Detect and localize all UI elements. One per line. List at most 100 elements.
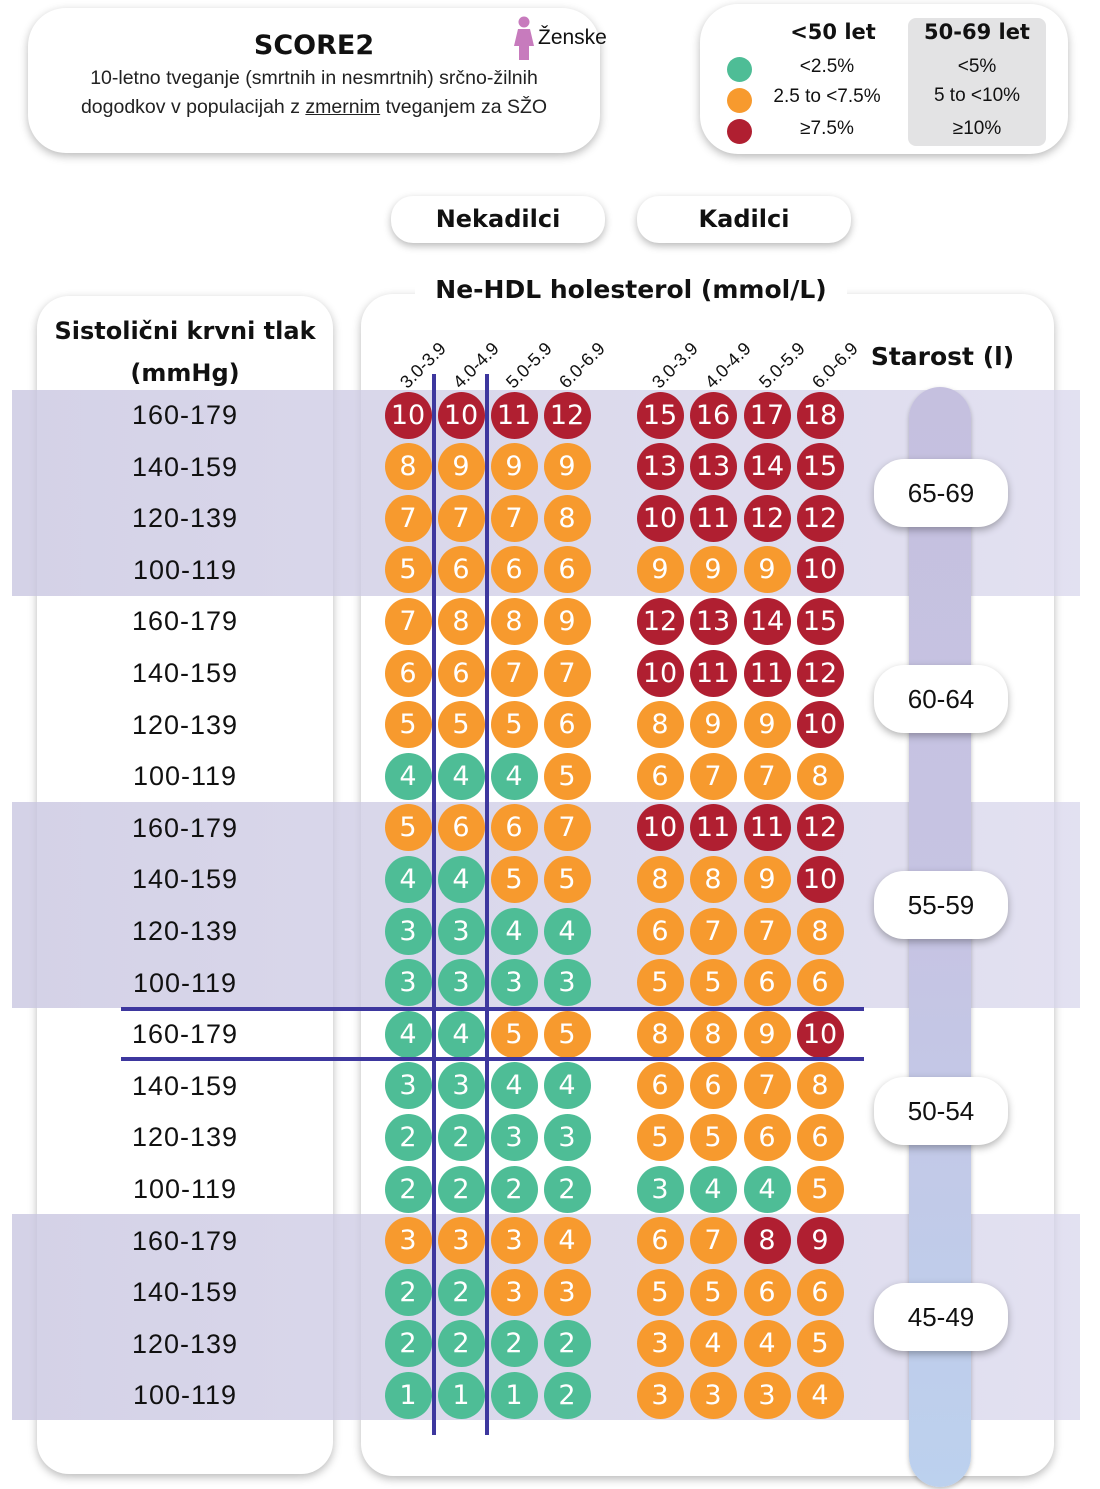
gender-indicator: Ženske — [512, 16, 607, 60]
risk-cell-smoker: 6 — [743, 1113, 791, 1161]
sbp-row-label: 160-179 — [131, 400, 239, 430]
risk-cell-smoker: 8 — [743, 1217, 791, 1265]
sbp-row-label: 160-179 — [131, 606, 239, 637]
risk-cell-smoker: 5 — [689, 959, 737, 1007]
risk-cell-nonsmoker: 5 — [543, 752, 591, 800]
risk-cell-smoker: 10 — [796, 855, 844, 903]
cholesterol-axis-title: Ne-HDL holesterol (mmol/L) — [415, 272, 847, 308]
risk-cell-smoker: 5 — [636, 959, 684, 1007]
legend-col2-title: 50-69 let — [924, 20, 1030, 44]
risk-cell-nonsmoker: 5 — [384, 546, 432, 594]
risk-cell-nonsmoker: 4 — [437, 752, 485, 800]
sbp-row-label: 120-139 — [131, 709, 239, 740]
risk-cell-nonsmoker: 2 — [543, 1320, 591, 1368]
female-icon — [514, 16, 534, 60]
risk-cell-nonsmoker: 3 — [490, 1268, 538, 1316]
risk-cell-smoker: 4 — [743, 1165, 791, 1213]
legend-high-under50: ≥7.5% — [800, 118, 854, 139]
risk-cell-nonsmoker: 3 — [490, 959, 538, 1007]
risk-cell-nonsmoker: 8 — [437, 597, 485, 645]
risk-cell-nonsmoker: 2 — [543, 1165, 591, 1213]
age-group-label-50-54: 50-54 — [874, 1077, 1008, 1145]
risk-cell-nonsmoker: 7 — [490, 494, 538, 542]
risk-cell-smoker: 7 — [743, 1062, 791, 1110]
risk-cell-nonsmoker: 2 — [543, 1371, 591, 1419]
risk-cell-smoker: 15 — [796, 443, 844, 491]
risk-cell-smoker: 8 — [636, 701, 684, 749]
risk-cell-nonsmoker: 2 — [437, 1320, 485, 1368]
risk-cell-nonsmoker: 10 — [384, 391, 432, 439]
risk-cell-nonsmoker: 6 — [437, 804, 485, 852]
risk-cell-nonsmoker: 6 — [543, 546, 591, 594]
sbp-row-label: 120-139 — [131, 503, 239, 534]
risk-cell-nonsmoker: 7 — [543, 804, 591, 852]
risk-cell-smoker: 11 — [689, 804, 737, 852]
risk-cell-smoker: 8 — [796, 752, 844, 800]
risk-cell-nonsmoker: 4 — [543, 1062, 591, 1110]
legend-dot-mid — [727, 88, 752, 113]
risk-cell-smoker: 12 — [636, 597, 684, 645]
risk-cell-nonsmoker: 10 — [437, 391, 485, 439]
risk-cell-nonsmoker: 4 — [490, 907, 538, 955]
risk-cell-nonsmoker: 9 — [543, 443, 591, 491]
sbp-axis-title: Sistolični krvni tlak (mmHg) — [54, 317, 316, 387]
sbp-row-label: 120-139 — [131, 1122, 239, 1153]
sbp-row-label: 140-159 — [131, 1070, 239, 1101]
legend-dot-low — [727, 57, 752, 82]
subtitle: 10-letno tveganje (smrtnih in nesmrtnih)… — [48, 64, 580, 122]
risk-cell-nonsmoker: 1 — [490, 1371, 538, 1419]
risk-cell-smoker: 11 — [743, 649, 791, 697]
sbp-row-label: 160-179 — [131, 1225, 239, 1256]
subtitle-text-1: 10-letno tveganje (smrtnih in nesmrtnih)… — [80, 67, 538, 118]
risk-cell-nonsmoker: 5 — [384, 804, 432, 852]
risk-cell-smoker: 7 — [689, 1217, 737, 1265]
legend-low-50-69: <5% — [957, 56, 997, 77]
risk-cell-smoker: 11 — [689, 649, 737, 697]
risk-cell-smoker: 4 — [743, 1320, 791, 1368]
risk-cell-smoker: 7 — [689, 752, 737, 800]
risk-cell-nonsmoker: 8 — [543, 494, 591, 542]
risk-cell-smoker: 9 — [636, 546, 684, 594]
subtitle-text-2: tveganjem za SŽO — [385, 96, 548, 118]
risk-cell-smoker: 10 — [636, 494, 684, 542]
risk-cell-nonsmoker: 2 — [437, 1165, 485, 1213]
risk-cell-nonsmoker: 9 — [437, 443, 485, 491]
risk-cell-nonsmoker: 6 — [384, 649, 432, 697]
risk-cell-nonsmoker: 2 — [437, 1268, 485, 1316]
highlight-line-horizontal-2 — [121, 1057, 864, 1061]
risk-cell-smoker: 8 — [796, 1062, 844, 1110]
risk-cell-smoker: 4 — [689, 1320, 737, 1368]
risk-cell-nonsmoker: 2 — [384, 1320, 432, 1368]
risk-cell-smoker: 13 — [689, 597, 737, 645]
risk-cell-smoker: 8 — [636, 1010, 684, 1058]
sbp-row-label: 140-159 — [131, 451, 239, 482]
risk-cell-smoker: 6 — [796, 959, 844, 1007]
risk-cell-smoker: 4 — [689, 1165, 737, 1213]
risk-cell-nonsmoker: 4 — [384, 1010, 432, 1058]
nonsmoker-header: Nekadilci — [391, 196, 605, 243]
risk-cell-smoker: 7 — [743, 907, 791, 955]
risk-cell-nonsmoker: 7 — [543, 649, 591, 697]
risk-cell-nonsmoker: 1 — [384, 1371, 432, 1419]
smoker-header: Kadilci — [637, 196, 851, 243]
subtitle-underlined-word: zmernim — [305, 96, 381, 118]
risk-cell-nonsmoker: 9 — [543, 597, 591, 645]
risk-cell-nonsmoker: 4 — [490, 1062, 538, 1110]
risk-cell-smoker: 6 — [636, 752, 684, 800]
risk-cell-smoker: 10 — [796, 701, 844, 749]
age-group-label-60-64: 60-64 — [874, 665, 1008, 733]
risk-cell-nonsmoker: 5 — [543, 1010, 591, 1058]
risk-cell-smoker: 5 — [636, 1268, 684, 1316]
risk-cell-nonsmoker: 6 — [490, 804, 538, 852]
risk-cell-nonsmoker: 5 — [543, 855, 591, 903]
risk-cell-smoker: 3 — [636, 1165, 684, 1213]
risk-cell-nonsmoker: 3 — [384, 1217, 432, 1265]
title-card: SCORE2 Ženske 10-letno tveganje (smrtnih… — [28, 8, 607, 153]
risk-cell-smoker: 7 — [689, 907, 737, 955]
risk-cell-nonsmoker: 5 — [384, 701, 432, 749]
risk-cell-nonsmoker: 3 — [384, 907, 432, 955]
risk-cell-nonsmoker: 3 — [437, 907, 485, 955]
sbp-row-label: 140-159 — [131, 1277, 239, 1308]
risk-cell-smoker: 5 — [796, 1165, 844, 1213]
risk-cell-nonsmoker: 2 — [384, 1113, 432, 1161]
